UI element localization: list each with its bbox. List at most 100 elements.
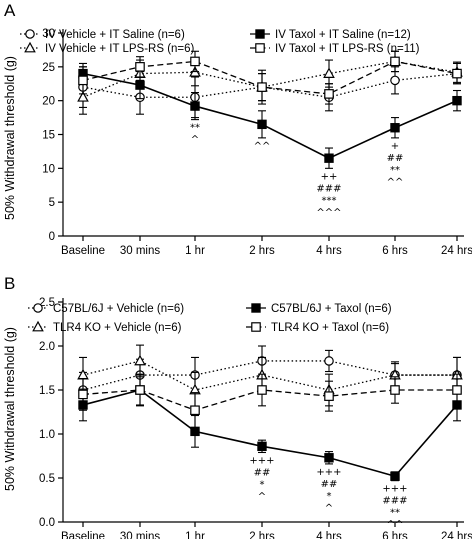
legend-marker — [25, 29, 35, 39]
x-tick-label: 30 mins — [120, 245, 161, 257]
legend-label: IV Vehicle + IT LPS-RS (n=6) — [45, 43, 195, 55]
data-point — [257, 119, 267, 130]
y-tick-label: 30 — [42, 28, 55, 40]
legend-item: TLR4 KO + Taxol (n=6) — [246, 322, 389, 334]
data-point — [390, 56, 400, 67]
y-tick-label: 1.5 — [39, 385, 55, 397]
significance-marker: * — [327, 491, 332, 502]
y-tick-label: 1.0 — [39, 429, 55, 441]
y-tick-label: 10 — [42, 163, 55, 175]
data-point — [324, 391, 334, 401]
panel-letter: B — [4, 274, 15, 293]
significance-marker: ^^^ — [316, 207, 341, 218]
significance-marker: ** — [390, 165, 400, 176]
data-point — [324, 153, 334, 163]
x-tick-label: 2 hrs — [249, 531, 275, 539]
legend-item: IV Vehicle + IT Saline (n=6) — [20, 29, 185, 41]
y-tick-label: 0.0 — [39, 517, 55, 529]
significance-marker: +++ — [249, 455, 274, 466]
x-tick-label: 2 hrs — [249, 245, 275, 257]
x-tick-label: 30 mins — [120, 531, 161, 539]
data-point — [190, 405, 200, 416]
data-point — [323, 67, 335, 79]
legend-item: IV Vehicle + IT LPS-RS (n=6) — [20, 41, 195, 55]
data-point — [257, 82, 267, 92]
data-point — [78, 389, 88, 400]
legend-item: C57BL/6J + Vehicle (n=6) — [28, 303, 184, 315]
legend-item: C57BL/6J + Taxol (n=6) — [246, 303, 392, 315]
data-point — [78, 75, 88, 86]
significance-marker: +++ — [316, 467, 341, 478]
legend-label: IV Vehicle + IT Saline (n=6) — [45, 29, 185, 41]
significance-marker: +++ — [382, 484, 407, 495]
data-point — [324, 356, 334, 366]
legend-label: IV Taxol + IT Saline (n=12) — [275, 29, 411, 41]
x-tick-label: 1 hr — [185, 531, 205, 539]
significance-marker: + — [391, 141, 399, 152]
legend-marker — [255, 43, 265, 53]
x-tick-label: 4 hrs — [316, 245, 342, 257]
legend-label: C57BL/6J + Taxol (n=6) — [271, 303, 392, 315]
data-point — [452, 385, 462, 395]
y-tick-label: 5 — [49, 197, 55, 209]
x-tick-label: 24 hrs — [441, 531, 472, 539]
data-point — [134, 354, 146, 366]
legend-marker — [251, 303, 261, 313]
legend-label: TLR4 KO + Taxol (n=6) — [271, 322, 389, 334]
legend-label: TLR4 KO + Vehicle (n=6) — [53, 322, 182, 334]
panel-letter: A — [4, 1, 16, 20]
series-4 — [78, 50, 462, 105]
significance-marker: ## — [254, 467, 271, 478]
legend-label: IV Taxol + IT LPS-RS (n=11) — [275, 43, 420, 55]
y-axis-title: 50% Withdrawal threshold (g) — [3, 327, 17, 491]
significance-marker: ** — [190, 123, 200, 134]
chart-panel-a: A 0 5 10 15 20 25 30 Baseline 30 mins 1 hr 2 hrs 4 h… — [3, 1, 472, 257]
y-axis-title: 50% Withdrawal threshold (g) — [3, 56, 17, 220]
chart-panel-b: B 0.0 0.5 1.0 1.5 2.0 2.5 Baseline 30 mins 1 hr 2 … — [3, 274, 472, 539]
x-tick-label: 6 hrs — [382, 531, 408, 539]
legend-label: C57BL/6J + Vehicle (n=6) — [53, 303, 184, 315]
y-tick-label: 0 — [49, 231, 55, 243]
significance-marker: ^^ — [387, 520, 404, 531]
data-point — [135, 385, 145, 395]
data-point — [135, 62, 145, 72]
significance-marker: ### — [316, 183, 341, 194]
data-point — [390, 471, 400, 481]
data-point — [190, 56, 200, 67]
legend-marker — [255, 29, 265, 39]
data-point — [324, 89, 334, 99]
legend-item: TLR4 KO + Vehicle (n=6) — [28, 320, 182, 334]
legend-item: IV Taxol + IT LPS-RS (n=11) — [250, 43, 420, 55]
data-point — [77, 368, 89, 380]
data-point — [190, 426, 200, 437]
data-point — [257, 385, 267, 395]
y-tick-label: 2.5 — [39, 297, 55, 309]
legend-item: IV Taxol + IT Saline (n=12) — [250, 29, 411, 41]
significance-marker: ** — [390, 508, 400, 519]
significance-marker: ^^ — [387, 177, 404, 188]
significance-marker: ^^ — [254, 141, 271, 152]
legend-marker — [33, 303, 43, 313]
significance-marker: ^ — [191, 135, 199, 146]
y-tick-label: 25 — [42, 62, 55, 74]
x-tick-label: 24 hrs — [441, 245, 472, 257]
data-point — [390, 123, 400, 133]
data-point — [190, 101, 200, 111]
y-tick-label: 20 — [42, 96, 55, 108]
x-tick-label: 4 hrs — [316, 531, 342, 539]
data-point — [77, 91, 89, 102]
x-tick-label: Baseline — [61, 531, 105, 539]
data-point — [324, 453, 334, 463]
data-point — [452, 68, 462, 79]
y-tick-label: 15 — [42, 130, 55, 142]
y-tick-label: 2.0 — [39, 341, 55, 353]
x-tick-label: 6 hrs — [382, 245, 408, 257]
legend-marker — [24, 41, 36, 53]
legend-marker — [251, 322, 261, 332]
significance-marker: ### — [382, 496, 407, 507]
significance-marker: *** — [322, 195, 337, 206]
data-point — [452, 95, 462, 106]
data-point — [390, 385, 400, 395]
significance-marker: ^ — [325, 503, 333, 514]
